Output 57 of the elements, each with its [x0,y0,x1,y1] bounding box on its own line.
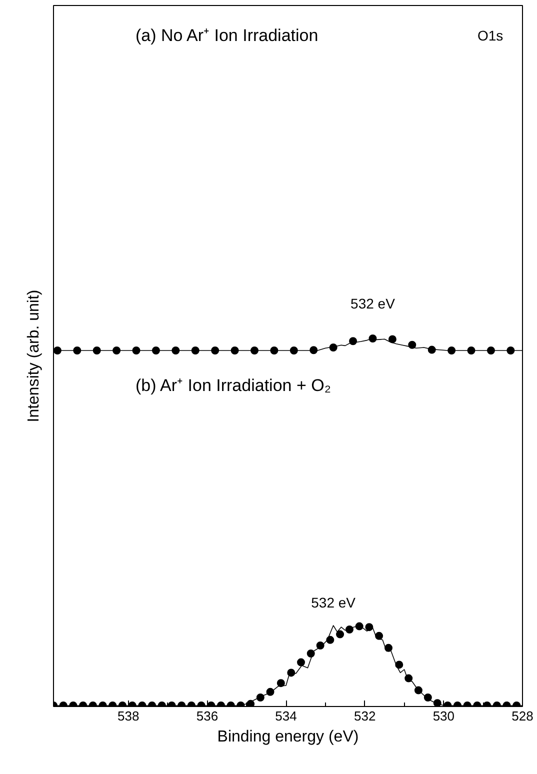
point [395,660,404,669]
x-tick-label: 536 [196,708,218,724]
point [424,694,432,702]
point [92,346,101,354]
point [270,346,278,354]
point [246,700,255,706]
point [336,630,344,638]
point [329,344,338,352]
point [191,346,200,354]
point [355,622,364,630]
point [230,346,239,354]
point [256,694,264,702]
x-axis-title: Binding energy (eV) [217,728,359,746]
point [306,650,315,658]
point [368,334,377,342]
point [152,346,160,354]
point [132,346,140,354]
point [414,686,422,694]
point [266,688,274,696]
point [467,346,476,354]
point [365,623,374,632]
point [388,335,396,344]
x-tick-label: 538 [118,708,140,724]
chart-title: (b) Ar⁺ Ion Irradiation + O₂ [136,376,331,395]
point [290,346,298,354]
point [428,346,436,354]
point [448,346,456,354]
point [276,679,285,688]
point [112,346,121,354]
point [287,668,296,677]
x-tick-label: 530 [432,708,455,724]
point [506,346,515,354]
point [316,642,324,650]
x-tick-label: 532 [354,708,376,724]
point [345,626,354,634]
point [384,644,392,652]
text: O1s [478,28,504,44]
point [404,674,413,682]
point [54,346,62,354]
point [433,699,442,706]
point [211,346,220,354]
point [349,337,358,346]
point [408,340,416,349]
point [297,658,306,666]
x-tick-label: 534 [275,708,297,724]
point [326,636,334,644]
point [73,346,82,354]
y-axis-title: Intensity (arb. unit) [26,290,42,422]
x-tick-label: 528 [512,708,534,724]
point [172,346,180,354]
point [375,632,384,640]
point [250,346,258,354]
text: 532 eV [311,594,356,610]
point [486,346,495,354]
text: 532 eV [350,296,396,312]
point [310,346,318,354]
chart-title: (a) No Ar⁺ Ion Irradiation [136,26,318,45]
